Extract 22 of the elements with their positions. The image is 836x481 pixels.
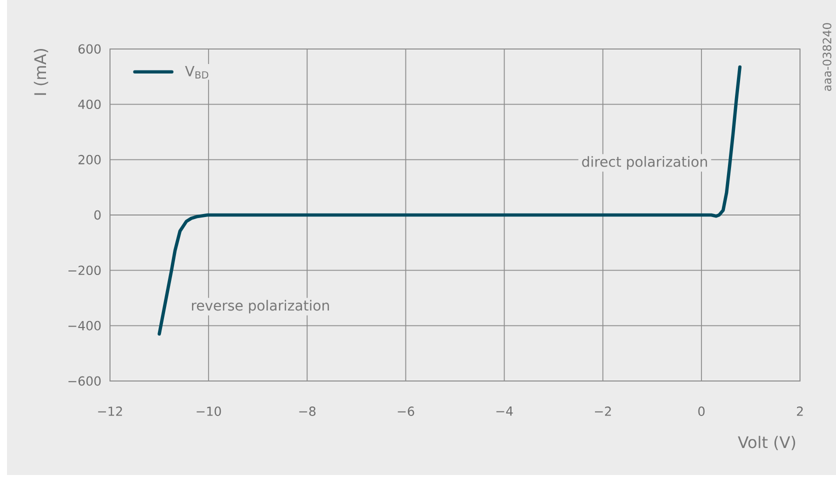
y-tick-label: −600 (68, 376, 101, 386)
y-tick-label: 400 (78, 100, 101, 110)
x-tick-label: −8 (299, 406, 316, 416)
y-tick-label: −400 (68, 320, 101, 330)
x-tick-label: −2 (594, 406, 611, 416)
y-tick-label: −200 (68, 266, 101, 276)
line-series (158, 65, 742, 336)
legend-label: V$_{BD}$ (185, 66, 208, 78)
annotation: reverse polarization (192, 300, 329, 314)
text: aaa-038240 (822, 23, 832, 91)
x-tick-label: 2 (796, 406, 803, 416)
y-axis-title: I (mA) (34, 48, 48, 95)
y-tick-label: 200 (78, 154, 101, 164)
x-axis-title: Volt (V) (738, 436, 796, 450)
x-tick-label: −4 (496, 406, 513, 416)
y-tick-label: 0 (94, 210, 101, 220)
y-tick-label: 600 (78, 44, 101, 54)
x-tick-label: 0 (698, 406, 705, 416)
x-tick-label: −12 (98, 406, 122, 416)
x-tick-label: −10 (196, 406, 221, 416)
x-tick-label: −6 (398, 406, 414, 416)
annotation: direct polarization (582, 156, 707, 170)
